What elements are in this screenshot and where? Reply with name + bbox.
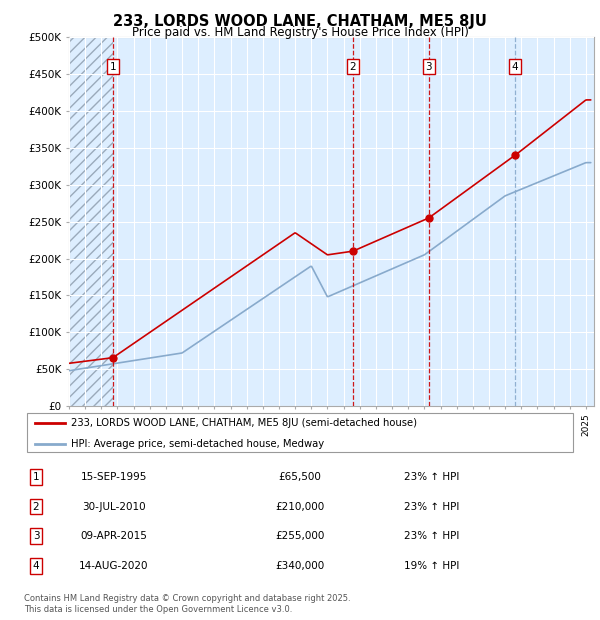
Text: £210,000: £210,000: [275, 502, 325, 512]
Text: 30-JUL-2010: 30-JUL-2010: [82, 502, 146, 512]
Text: 1: 1: [109, 62, 116, 72]
Text: 4: 4: [512, 62, 518, 72]
Text: 23% ↑ HPI: 23% ↑ HPI: [404, 472, 460, 482]
Text: 3: 3: [425, 62, 432, 72]
FancyBboxPatch shape: [27, 414, 573, 452]
Text: 15-SEP-1995: 15-SEP-1995: [81, 472, 147, 482]
Text: 4: 4: [32, 561, 40, 571]
Text: 233, LORDS WOOD LANE, CHATHAM, ME5 8JU: 233, LORDS WOOD LANE, CHATHAM, ME5 8JU: [113, 14, 487, 29]
Text: 1: 1: [32, 472, 40, 482]
Text: 2: 2: [350, 62, 356, 72]
Text: 233, LORDS WOOD LANE, CHATHAM, ME5 8JU (semi-detached house): 233, LORDS WOOD LANE, CHATHAM, ME5 8JU (…: [71, 418, 417, 428]
Text: 19% ↑ HPI: 19% ↑ HPI: [404, 561, 460, 571]
Text: £340,000: £340,000: [275, 561, 325, 571]
Text: 23% ↑ HPI: 23% ↑ HPI: [404, 531, 460, 541]
Text: HPI: Average price, semi-detached house, Medway: HPI: Average price, semi-detached house,…: [71, 439, 324, 449]
Text: 14-AUG-2020: 14-AUG-2020: [79, 561, 149, 571]
Text: £65,500: £65,500: [278, 472, 322, 482]
Text: £255,000: £255,000: [275, 531, 325, 541]
Text: Contains HM Land Registry data © Crown copyright and database right 2025.
This d: Contains HM Land Registry data © Crown c…: [24, 595, 350, 614]
Text: 09-APR-2015: 09-APR-2015: [80, 531, 148, 541]
Text: 3: 3: [32, 531, 40, 541]
Text: 2: 2: [32, 502, 40, 512]
Text: Price paid vs. HM Land Registry's House Price Index (HPI): Price paid vs. HM Land Registry's House …: [131, 26, 469, 39]
Text: 23% ↑ HPI: 23% ↑ HPI: [404, 502, 460, 512]
